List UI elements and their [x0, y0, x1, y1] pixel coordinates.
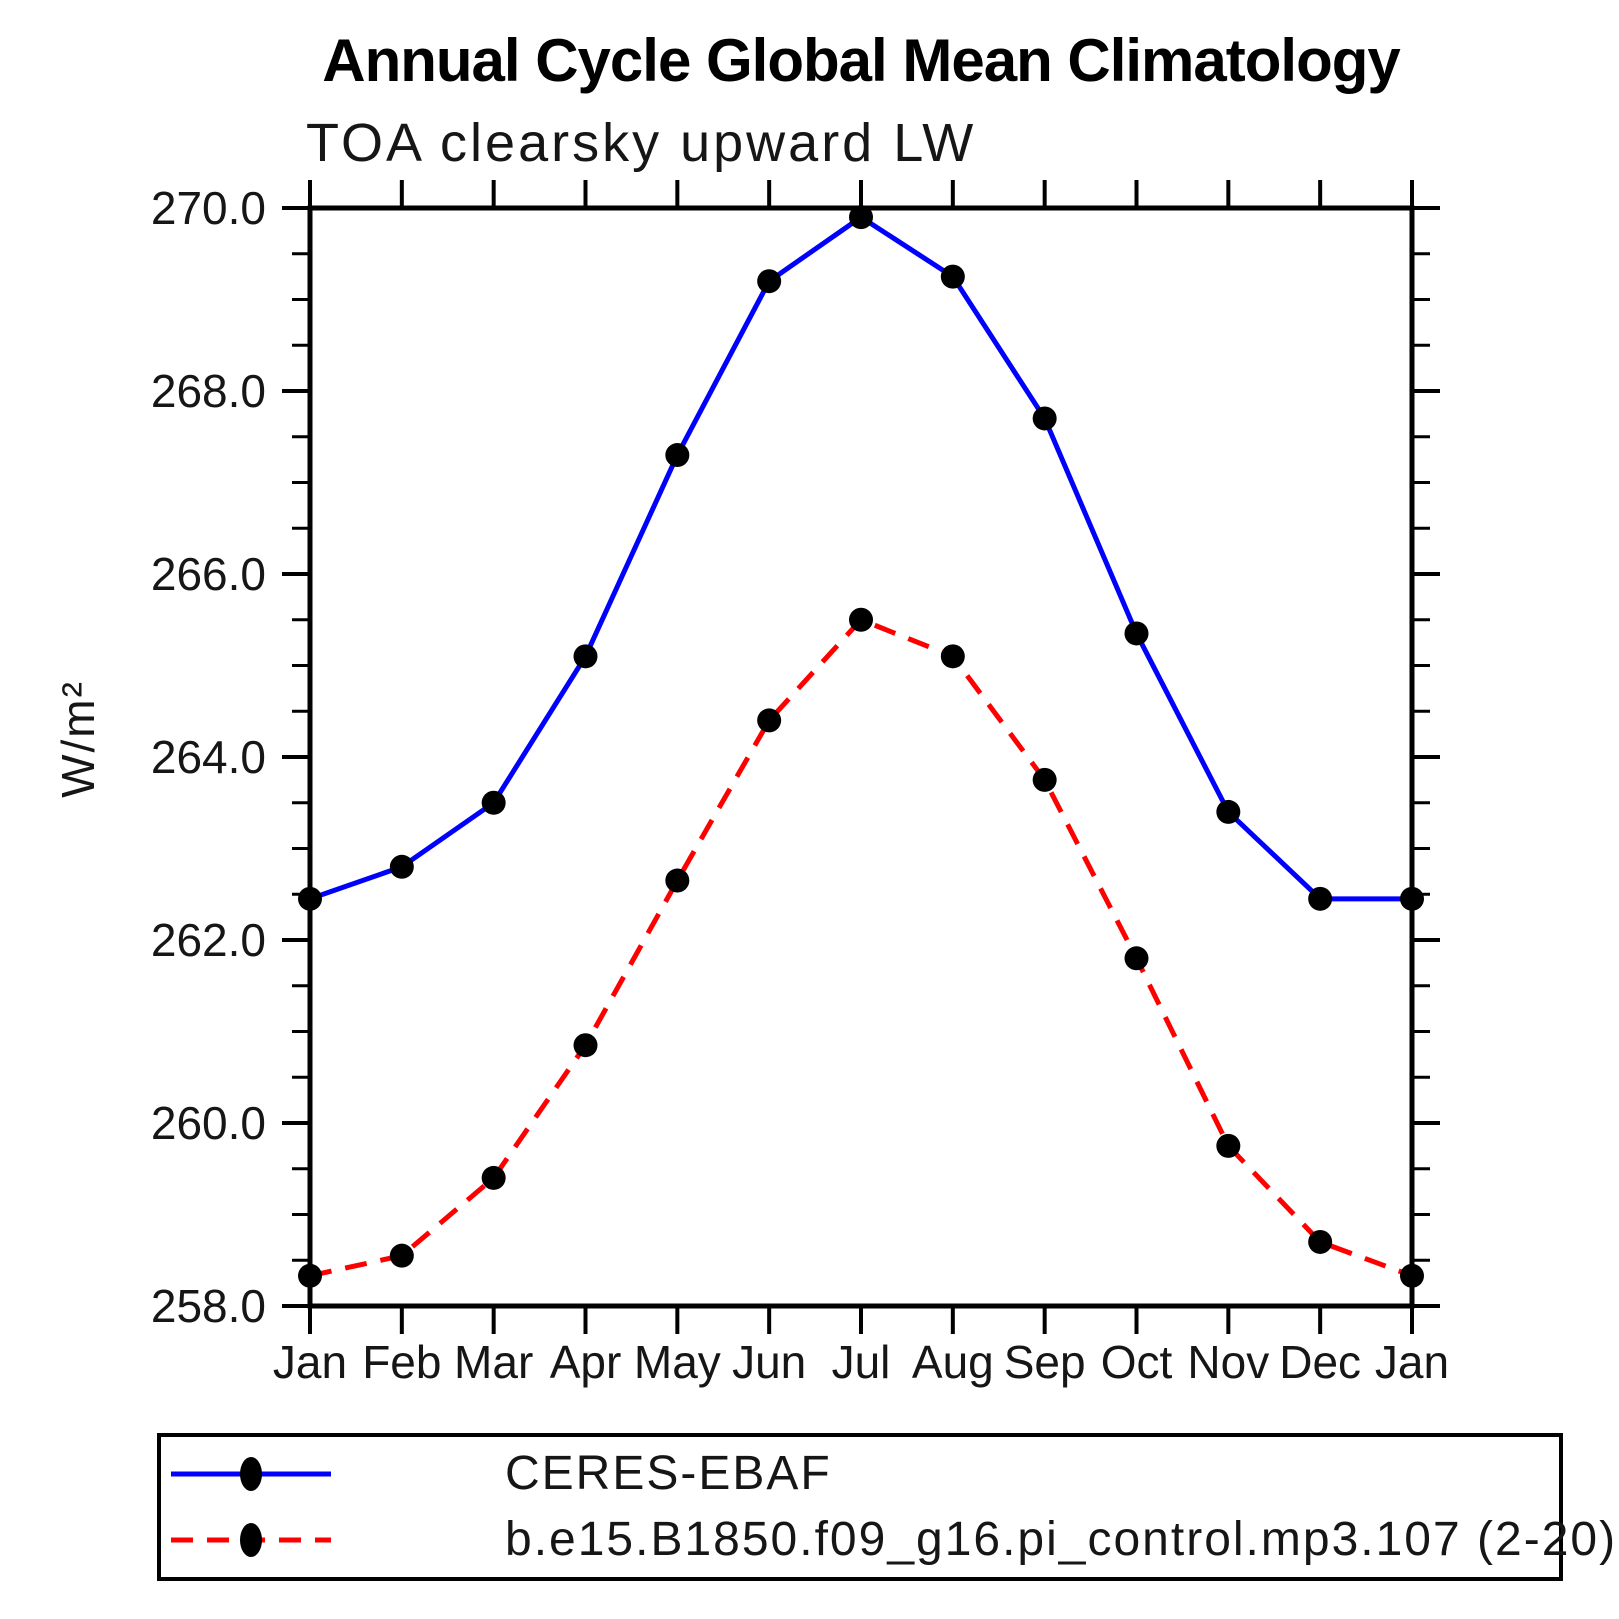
data-point-marker	[665, 443, 690, 468]
chart-title: Annual Cycle Global Mean Climatology	[322, 27, 1401, 94]
data-point-marker	[1032, 767, 1057, 792]
data-point-marker	[573, 644, 598, 669]
data-point-marker	[481, 790, 506, 815]
x-tick-label: Jan	[273, 1336, 347, 1388]
x-tick-label: May	[634, 1336, 721, 1388]
legend-label-model: b.e15.B1850.f09_g16.pi_control.mp3.107 (…	[505, 1513, 1618, 1566]
legend-entry-ceres-ebaf: CERES-EBAF	[165, 1447, 832, 1500]
x-tick-label: Feb	[362, 1336, 441, 1388]
y-tick-label: 258.0	[151, 1280, 266, 1332]
legend-label-ceres-ebaf: CERES-EBAF	[505, 1447, 832, 1500]
x-tick-label: Aug	[912, 1336, 994, 1388]
data-point-marker	[940, 644, 965, 669]
y-tick-label: 270.0	[151, 182, 266, 234]
data-point-marker	[1216, 799, 1241, 824]
legend-marker-dashed-line-icon	[171, 1523, 331, 1557]
data-point-marker	[665, 868, 690, 893]
data-point-marker	[1308, 886, 1333, 911]
legend-marker-solid-line-icon	[171, 1457, 331, 1491]
data-point-marker	[849, 205, 873, 230]
x-tick-label: Nov	[1187, 1336, 1269, 1388]
x-tick-label: Jun	[732, 1336, 806, 1388]
data-point-marker	[1216, 1133, 1241, 1158]
x-tick-label: Sep	[1004, 1336, 1086, 1388]
x-tick-label: Mar	[454, 1336, 533, 1388]
data-point-marker	[1400, 1263, 1424, 1288]
y-tick-label: 264.0	[151, 731, 266, 783]
x-tick-label: Oct	[1101, 1336, 1173, 1388]
data-point-marker	[940, 264, 965, 289]
plot-border	[307, 205, 1415, 1309]
legend-entry-model: b.e15.B1850.f09_g16.pi_control.mp3.107 (…	[165, 1513, 1618, 1566]
chart-subtitle: TOA clearsky upward LW	[306, 113, 977, 173]
data-point-marker	[389, 854, 414, 879]
data-point-marker	[1032, 406, 1057, 431]
data-point-marker	[1308, 1229, 1333, 1254]
data-point-marker	[1400, 886, 1424, 911]
y-tick-label: 268.0	[151, 365, 266, 417]
data-point-marker	[1124, 621, 1149, 646]
data-point-marker	[849, 607, 873, 632]
data-point-marker	[298, 1263, 322, 1288]
data-point-marker	[298, 886, 322, 911]
x-tick-label: Jan	[1375, 1336, 1449, 1388]
series-line-1	[309, 616, 1413, 1279]
legend: CERES-EBAF b.e15.B1850.f09_g16.pi_contro…	[157, 1433, 1615, 1581]
data-point-marker	[1124, 946, 1149, 971]
series-line-0	[309, 214, 1412, 902]
x-tick-label: Jul	[832, 1336, 891, 1388]
x-tick-label: Apr	[550, 1336, 622, 1388]
data-point-marker	[481, 1165, 506, 1190]
y-tick-label: 266.0	[151, 548, 266, 600]
data-point-marker	[757, 269, 782, 294]
data-point-marker	[573, 1033, 598, 1058]
y-tick-label: 262.0	[151, 914, 266, 966]
data-point-marker	[757, 708, 782, 733]
data-point-marker	[389, 1243, 414, 1268]
y-tick-label: 260.0	[151, 1097, 266, 1149]
x-tick-label: Dec	[1279, 1336, 1361, 1388]
